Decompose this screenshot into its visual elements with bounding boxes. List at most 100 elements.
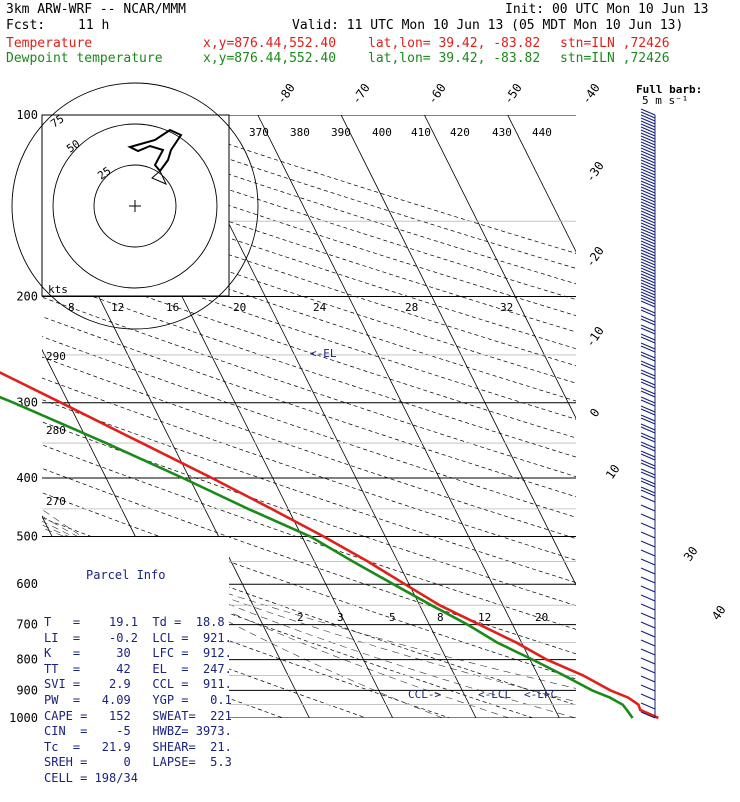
wind-barb — [640, 318, 656, 326]
dewpoint-profile — [0, 395, 634, 719]
wind-barb — [640, 231, 656, 239]
wind-barb — [640, 186, 656, 194]
wind-barb — [640, 156, 656, 164]
wind-barb — [640, 294, 656, 302]
wind-barb — [640, 675, 656, 683]
isotherm-label: 0 — [587, 406, 603, 420]
wind-barb — [640, 576, 656, 584]
el-label: <-EL — [310, 347, 337, 360]
theta-label: 290 — [46, 350, 66, 363]
wind-barb — [640, 204, 656, 212]
parcel-info-row: T = 19.1 Td = 18.8 — [44, 614, 225, 629]
mixing-ratio-label: 12 — [478, 611, 491, 624]
wind-barb — [640, 150, 656, 158]
wind-barb — [640, 471, 656, 479]
wind-barb — [640, 381, 656, 389]
wind-barb — [640, 390, 656, 398]
inset-speed-label: 12 — [111, 301, 124, 314]
wind-barb — [640, 114, 656, 122]
wind-barb — [640, 270, 656, 278]
theta-label: 380 — [290, 126, 310, 139]
wind-barb — [640, 639, 656, 647]
pressure-tick-label: 500 — [16, 529, 38, 543]
wind-barb — [640, 459, 656, 467]
pressure-tick-label: 600 — [16, 577, 38, 591]
wind-barb — [640, 192, 656, 200]
isotherm-label: -20 — [583, 244, 607, 270]
inset-speed-label: 32 — [500, 301, 513, 314]
wind-barb — [640, 147, 656, 155]
wind-barb — [640, 540, 656, 548]
wind-barb — [640, 162, 656, 170]
temperature-latlon: lat,lon= 39.42, -83.82 — [368, 36, 541, 51]
wind-barb — [640, 288, 656, 296]
wind-barb — [640, 108, 656, 116]
wind-barb — [640, 603, 656, 611]
wind-barb — [640, 171, 656, 179]
wind-barb — [640, 219, 656, 227]
parcel-info-row: SREH = 0 LAPSE= 5.3 — [44, 755, 232, 770]
wind-barb — [640, 354, 656, 362]
wind-barb — [640, 216, 656, 224]
temperature-profile — [0, 371, 659, 720]
wind-barb — [640, 324, 656, 332]
lfc-label: <-LFC — [524, 688, 557, 701]
wind-barb — [640, 279, 656, 287]
wind-barb — [640, 189, 656, 197]
pressure-tick-label: 800 — [16, 653, 38, 667]
wind-barb — [640, 207, 656, 215]
wind-barb — [640, 141, 656, 149]
theta-label: 400 — [372, 126, 392, 139]
theta-label: 440 — [532, 126, 552, 139]
wind-barb — [640, 291, 656, 299]
isotherm-label: -60 — [425, 81, 449, 107]
wind-barb — [640, 246, 656, 254]
inset-speed-label: 24 — [313, 301, 327, 314]
wind-barb — [640, 630, 656, 638]
wind-barb — [640, 408, 656, 416]
theta-label: 420 — [450, 126, 470, 139]
forecast-hour: 11 h — [78, 18, 110, 33]
wind-barb — [640, 252, 656, 260]
wind-barb — [640, 195, 656, 203]
temperature-legend: Temperature — [6, 36, 93, 51]
wind-barb — [640, 702, 656, 710]
theta-label: 370 — [249, 126, 269, 139]
wind-barb — [640, 240, 656, 248]
pressure-tick-label: 200 — [16, 290, 38, 304]
hodograph-trace — [127, 128, 183, 173]
wind-barb — [640, 201, 656, 209]
wind-barb — [640, 282, 656, 290]
wind-barb — [640, 138, 656, 146]
wind-barb — [640, 132, 656, 140]
wind-barb — [640, 444, 656, 452]
parcel-panel-bg — [42, 537, 229, 727]
mixing-ratio-label: 2 — [297, 611, 304, 624]
wind-barb — [640, 372, 656, 380]
wind-barb — [640, 489, 656, 497]
theta-label: 280 — [46, 424, 66, 437]
wind-barb — [640, 210, 656, 218]
theta-label: 270 — [46, 495, 66, 508]
wind-barb — [640, 159, 656, 167]
init-time: Init: 00 UTC Mon 10 Jun 13 — [505, 2, 709, 17]
wind-barb — [640, 621, 656, 629]
wind-barb — [640, 435, 656, 443]
wind-barb — [640, 549, 656, 557]
dewpoint-latlon: lat,lon= 39.42, -83.82 — [368, 51, 541, 66]
isotherm-label: -70 — [349, 81, 373, 107]
parcel-info-title: Parcel Info — [86, 568, 166, 583]
wind-barb — [640, 351, 656, 359]
moist-adiabat — [42, 527, 576, 689]
inset-speed-label: 8 — [68, 301, 75, 314]
parcel-info-rows: T = 19.1 Td = 18.8 LI = -0.2 LCL = 921. K … — [44, 614, 232, 787]
wind-barb — [640, 480, 656, 488]
inset-speed-label: 16 — [166, 301, 179, 314]
wind-barb — [640, 513, 656, 521]
isotherm-label: -10 — [583, 324, 607, 350]
wind-units-value: 5 m s⁻¹ — [642, 94, 688, 107]
hodograph-ring-label: 25 — [95, 164, 113, 182]
valid-time: Valid: 11 UTC Mon 10 Jun 13 (05 MDT Mon … — [292, 18, 684, 33]
parcel-info-row: CIN = -5 HWBZ= 3973. — [44, 724, 232, 739]
wind-barb — [640, 306, 656, 314]
